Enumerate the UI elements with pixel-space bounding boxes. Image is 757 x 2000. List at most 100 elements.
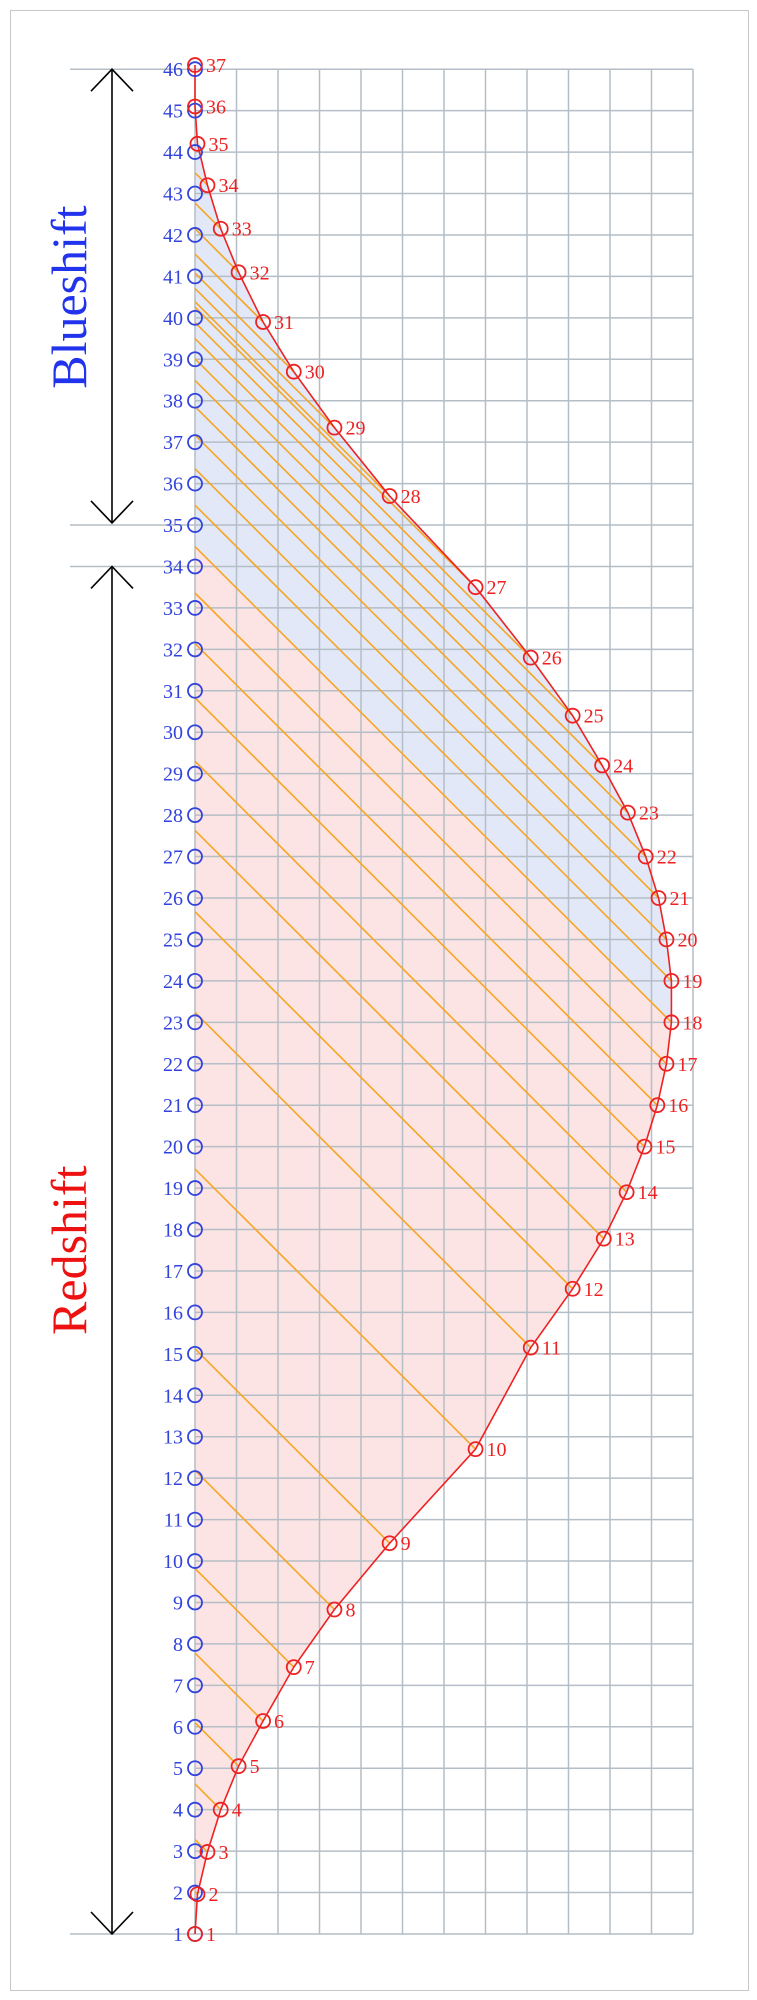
y-tick-label: 27 [163, 847, 183, 869]
blue-marker [187, 1304, 203, 1321]
light-path-line [194, 911, 574, 1290]
red-marker [187, 57, 203, 73]
light-path-line [194, 1348, 391, 1544]
red-point-label: 19 [682, 971, 702, 993]
red-point-label: 33 [232, 219, 252, 241]
red-point-label: 31 [274, 312, 294, 334]
red-marker [212, 220, 229, 237]
y-tick-label: 46 [163, 59, 183, 81]
blue-marker [187, 641, 203, 658]
light-path-line [194, 306, 477, 588]
blue-marker [187, 1387, 203, 1404]
y-tick-label: 44 [163, 142, 183, 164]
light-path-line [194, 829, 605, 1240]
red-point-label: 36 [206, 96, 226, 118]
red-marker [594, 757, 611, 774]
figure-frame [10, 10, 749, 1991]
light-path-line [194, 434, 660, 899]
blue-marker [187, 1718, 203, 1735]
red-point-label: 12 [584, 1279, 604, 1301]
red-marker [663, 972, 680, 989]
red-point-label: 17 [677, 1054, 697, 1076]
light-path-line [194, 1011, 532, 1349]
y-tick-label: 41 [163, 266, 183, 288]
red-marker [663, 1014, 680, 1031]
light-path-line [194, 321, 532, 659]
blue-marker [187, 1138, 203, 1155]
red-point-label: 24 [613, 755, 633, 777]
blue-marker [187, 475, 203, 492]
y-tick-label: 12 [163, 1468, 183, 1490]
blue-marker [187, 1221, 203, 1238]
light-path-line [194, 253, 264, 323]
y-tick-label: 24 [163, 971, 183, 993]
y-tick-label: 32 [163, 639, 183, 661]
y-tick-label: 9 [173, 1592, 183, 1614]
blue-marker [187, 351, 203, 368]
light-path-line [194, 642, 658, 1106]
blue-marker [187, 1760, 203, 1777]
light-path-line [194, 1652, 264, 1722]
y-tick-label: 31 [163, 681, 183, 703]
light-path-line [194, 546, 672, 1023]
blue-marker [187, 309, 203, 326]
red-marker [595, 1230, 612, 1247]
blue-marker [187, 807, 203, 824]
blue-marker [187, 1428, 203, 1445]
blue-marker [187, 1180, 203, 1196]
y-tick-label: 8 [173, 1634, 183, 1656]
red-point-label: 23 [639, 803, 659, 825]
blue-marker [187, 227, 203, 243]
red-marker [285, 1659, 302, 1676]
y-tick-label: 36 [163, 474, 183, 496]
y-tick-label: 1 [173, 1924, 183, 1946]
blue-marker [187, 1511, 203, 1528]
red-point-label: 32 [250, 262, 270, 284]
y-tick-label: 15 [163, 1344, 183, 1366]
red-point-label: 14 [638, 1182, 658, 1204]
red-marker [636, 1138, 653, 1155]
y-tick-label: 26 [163, 888, 183, 910]
red-point-label: 2 [208, 1884, 218, 1906]
blue-marker [187, 102, 203, 119]
light-path-line [194, 287, 336, 429]
y-tick-label: 38 [163, 391, 183, 413]
red-point-label: 30 [305, 362, 325, 384]
blue-marker [187, 268, 203, 285]
red-point-label: 8 [345, 1600, 355, 1622]
red-point-label: 10 [487, 1439, 507, 1461]
red-marker [326, 419, 343, 436]
red-marker [619, 804, 636, 821]
light-path-line [194, 301, 391, 497]
arrowhead-icon [90, 68, 134, 92]
red-point-label: 35 [208, 134, 228, 156]
y-tick-label: 34 [163, 556, 183, 578]
red-point-label: 37 [206, 55, 226, 77]
red-marker [199, 177, 216, 194]
blue-marker [187, 1097, 203, 1114]
red-point-label: 28 [401, 486, 421, 508]
y-tick-label: 11 [164, 1510, 183, 1532]
light-path-line [194, 272, 295, 373]
y-tick-label: 35 [163, 515, 183, 537]
red-marker [650, 890, 667, 906]
light-path-line [194, 1168, 477, 1450]
light-path-line [194, 1567, 295, 1668]
blue-marker [187, 392, 203, 409]
red-marker [285, 363, 302, 380]
blue-marker [187, 972, 203, 989]
y-tick-label: 39 [163, 349, 183, 371]
y-tick-label: 37 [163, 432, 183, 454]
red-marker [522, 649, 539, 666]
red-point-label: 15 [655, 1137, 675, 1159]
red-marker [467, 1441, 484, 1458]
y-tick-label: 43 [163, 184, 183, 206]
blue-marker [187, 765, 203, 782]
y-tick-label: 29 [163, 764, 183, 786]
blue-marker [187, 682, 203, 699]
y-tick-label: 14 [163, 1385, 183, 1407]
red-marker [649, 1097, 666, 1114]
blue-marker [187, 1594, 203, 1611]
blue-marker [187, 61, 203, 78]
